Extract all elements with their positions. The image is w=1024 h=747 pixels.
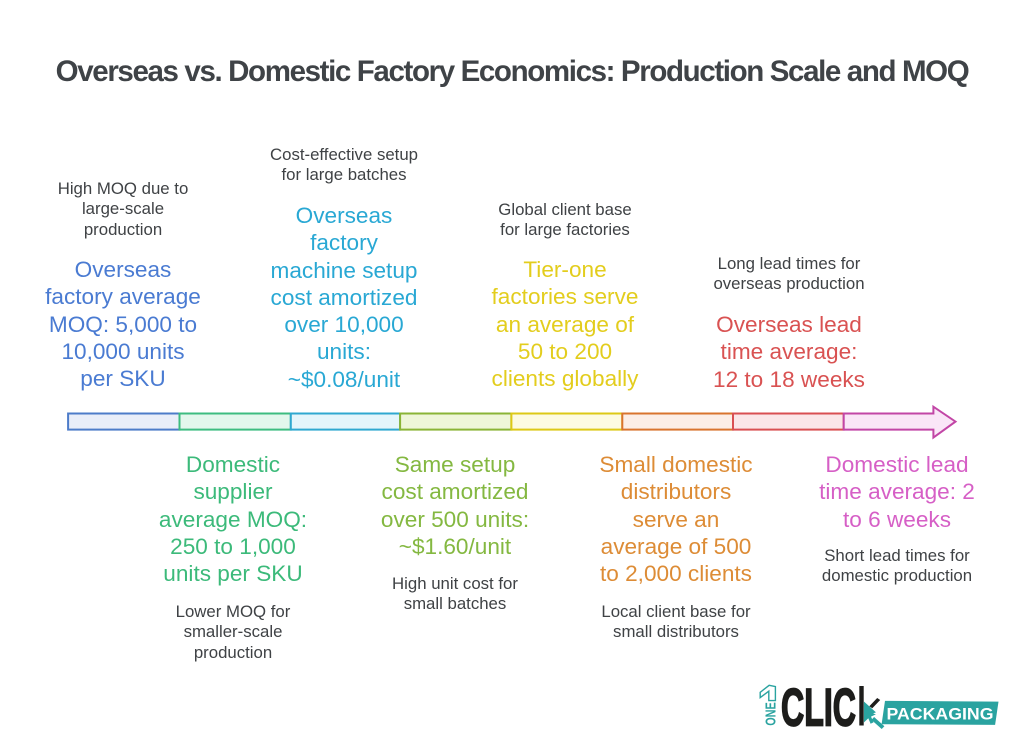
svg-text:CLIC: CLIC	[781, 679, 856, 738]
svg-text:PACKAGING: PACKAGING	[887, 704, 994, 723]
svg-text:ONE: ONE	[763, 702, 780, 726]
